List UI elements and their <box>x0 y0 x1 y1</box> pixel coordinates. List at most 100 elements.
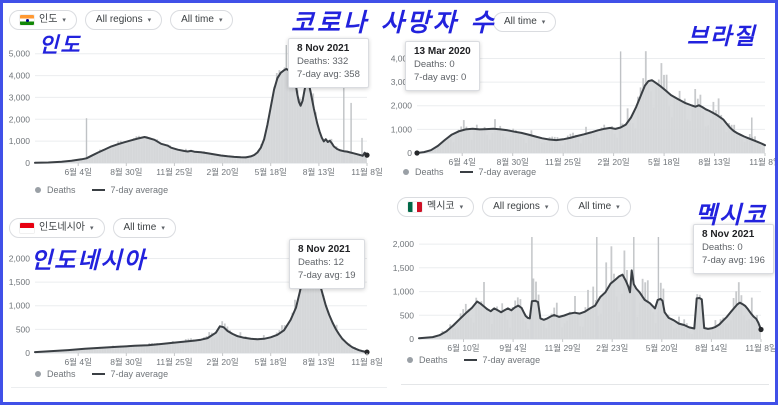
legend-avg-label: 7-day average <box>110 369 169 379</box>
svg-text:5월 18일: 5월 18일 <box>648 157 680 167</box>
svg-text:9월 4일: 9월 4일 <box>499 343 526 353</box>
brazil-time-dropdown[interactable]: All time ▾ <box>493 12 557 32</box>
svg-text:0: 0 <box>25 348 30 358</box>
chart-panel-india: 인도 ▾ All regions ▾ All time ▾ 인도 0 1,000 2,000 3… <box>5 5 389 207</box>
svg-text:8월 13일: 8월 13일 <box>303 167 335 177</box>
legend-avg-label: 7-day average <box>110 185 169 195</box>
tooltip-date: 8 Nov 2021 <box>702 229 755 240</box>
deaths-dot-icon <box>35 371 41 377</box>
svg-text:11월 8일: 11월 8일 <box>351 167 383 177</box>
mexico-time-dropdown[interactable]: All time ▾ <box>567 197 631 217</box>
tooltip-deaths: Deaths: 0 <box>414 59 455 70</box>
chart-indonesia[interactable]: 0 500 1,000 1,500 2,000 6월 4일 8월 30일 11월 25일 2월 … <box>5 211 389 401</box>
svg-text:11월 25일: 11월 25일 <box>156 167 192 177</box>
svg-text:2,000: 2,000 <box>9 114 31 124</box>
chevron-down-icon: ▾ <box>62 16 66 24</box>
india-country-dropdown[interactable]: 인도 ▾ <box>9 10 77 30</box>
avg-line-icon <box>459 171 473 173</box>
svg-text:11월 8일: 11월 8일 <box>745 343 775 353</box>
deaths-dot-icon <box>403 169 409 175</box>
dropdown-label: All time <box>123 222 157 233</box>
svg-text:1,500: 1,500 <box>9 277 31 287</box>
dropdown-label: 인도 <box>39 14 58 25</box>
svg-text:2,000: 2,000 <box>393 239 415 249</box>
tooltip-date: 13 Mar 2020 <box>414 46 471 57</box>
indonesia-time-dropdown[interactable]: All time ▾ <box>112 218 176 238</box>
svg-text:11월 8일: 11월 8일 <box>351 357 383 367</box>
svg-text:5월 20일: 5월 20일 <box>646 343 678 353</box>
tooltip-avg: 7-day avg: 358 <box>297 69 360 81</box>
legend-avg-label: 7-day average <box>478 167 537 177</box>
svg-text:6월 10일: 6월 10일 <box>447 343 479 353</box>
svg-text:11월 25일: 11월 25일 <box>156 357 192 367</box>
tooltip-brazil: 13 Mar 2020 Deaths: 0 7-day avg: 0 <box>405 41 480 91</box>
chart-panel-mexico: 멕시코 ▾ All regions ▾ All time ▾ 멕시코 0 500 1,000 1… <box>391 189 775 401</box>
india-regions-dropdown[interactable]: All regions ▾ <box>84 10 163 30</box>
tooltip-deaths: Deaths: 12 <box>298 257 344 268</box>
chevron-down-icon: ▾ <box>161 224 165 232</box>
chart-panel-indonesia: 인도네시아 ▾ All time ▾ 인도네시아 0 500 1,000 1,500 2,00… <box>5 211 389 401</box>
svg-text:500: 500 <box>16 324 30 334</box>
tooltip-mexico: 8 Nov 2021 Deaths: 0 7-day avg: 196 <box>693 224 774 274</box>
controls-brazil: All time ▾ <box>493 12 557 32</box>
indonesia-country-dropdown[interactable]: 인도네시아 ▾ <box>9 218 105 238</box>
controls-mexico: 멕시코 ▾ All regions ▾ All time ▾ <box>397 197 631 217</box>
annotation-indonesia: 인도네시아 <box>31 247 147 274</box>
annotation-mexico: 멕시코 <box>695 200 768 229</box>
svg-text:6월 4일: 6월 4일 <box>64 357 91 367</box>
legend-avg-label: 7-day average <box>482 355 541 365</box>
svg-text:3,000: 3,000 <box>391 77 412 87</box>
chart-mexico[interactable]: 0 500 1,000 1,500 2,000 6월 10일 9월 4일 11월 29일 2월 … <box>391 189 775 401</box>
avg-line-icon <box>91 373 105 375</box>
id-flag-icon <box>20 223 34 233</box>
tooltip-date: 8 Nov 2021 <box>298 244 351 255</box>
svg-text:2월 23일: 2월 23일 <box>596 343 628 353</box>
dropdown-label: 인도네시아 <box>39 222 85 233</box>
svg-text:0: 0 <box>409 334 414 344</box>
chevron-down-icon: ▾ <box>147 16 152 24</box>
mexico-regions-dropdown[interactable]: All regions ▾ <box>482 197 560 217</box>
svg-text:6월 4일: 6월 4일 <box>448 157 475 167</box>
dropdown-label: All time <box>504 16 537 27</box>
legend-deaths-label: Deaths <box>415 167 444 177</box>
chart-india[interactable]: 0 1,000 2,000 3,000 4,000 5,000 6월 4일 8월 30일 11월… <box>5 5 389 207</box>
svg-text:4,000: 4,000 <box>9 71 31 81</box>
tooltip-deaths: Deaths: 0 <box>702 242 743 253</box>
legend-deaths-label: Deaths <box>419 355 448 365</box>
tooltip-deaths: Deaths: 332 <box>297 56 349 67</box>
tooltip-date: 8 Nov 2021 <box>297 43 350 54</box>
svg-text:500: 500 <box>400 310 414 320</box>
svg-text:8월 14일: 8월 14일 <box>695 343 727 353</box>
tooltip-india: 8 Nov 2021 Deaths: 332 7-day avg: 358 <box>288 38 369 88</box>
legend-brazil: Deaths 7-day average <box>403 167 536 177</box>
svg-text:2,000: 2,000 <box>391 101 412 111</box>
svg-text:2월 20일: 2월 20일 <box>207 357 239 367</box>
dropdown-label: All regions <box>95 14 143 25</box>
in-flag-icon <box>20 15 34 25</box>
legend-deaths-label: Deaths <box>47 185 76 195</box>
avg-line-icon <box>463 359 477 361</box>
dropdown-label: 멕시코 <box>427 201 455 212</box>
svg-text:6월 4일: 6월 4일 <box>64 167 91 177</box>
svg-text:2월 20일: 2월 20일 <box>598 157 630 167</box>
svg-text:8월 30일: 8월 30일 <box>110 357 142 367</box>
svg-text:8월 30일: 8월 30일 <box>110 167 142 177</box>
svg-text:1,000: 1,000 <box>391 124 412 134</box>
svg-text:8월 13일: 8월 13일 <box>303 357 335 367</box>
india-time-dropdown[interactable]: All time ▾ <box>170 10 234 30</box>
svg-text:11월 29일: 11월 29일 <box>544 343 580 353</box>
svg-text:5월 18일: 5월 18일 <box>255 357 287 367</box>
svg-text:3,000: 3,000 <box>9 92 31 102</box>
deaths-dot-icon <box>35 187 41 193</box>
svg-text:0: 0 <box>407 148 412 158</box>
tooltip-indonesia: 8 Nov 2021 Deaths: 12 7-day avg: 19 <box>289 239 365 289</box>
legend-mexico: Deaths 7-day average <box>407 355 540 365</box>
svg-text:2월 20일: 2월 20일 <box>207 167 239 177</box>
annotation-india: 인도 <box>39 32 82 57</box>
chevron-down-icon: ▾ <box>541 18 546 26</box>
tooltip-avg: 7-day avg: 19 <box>298 270 356 282</box>
mexico-country-dropdown[interactable]: 멕시코 ▾ <box>397 197 475 217</box>
title-annotation: 코로나 사망자 수 <box>291 8 497 37</box>
chart-panel-brazil: All time ▾ 브라질 0 1,000 2,000 3,000 4,000 6월 4일… <box>391 5 775 197</box>
